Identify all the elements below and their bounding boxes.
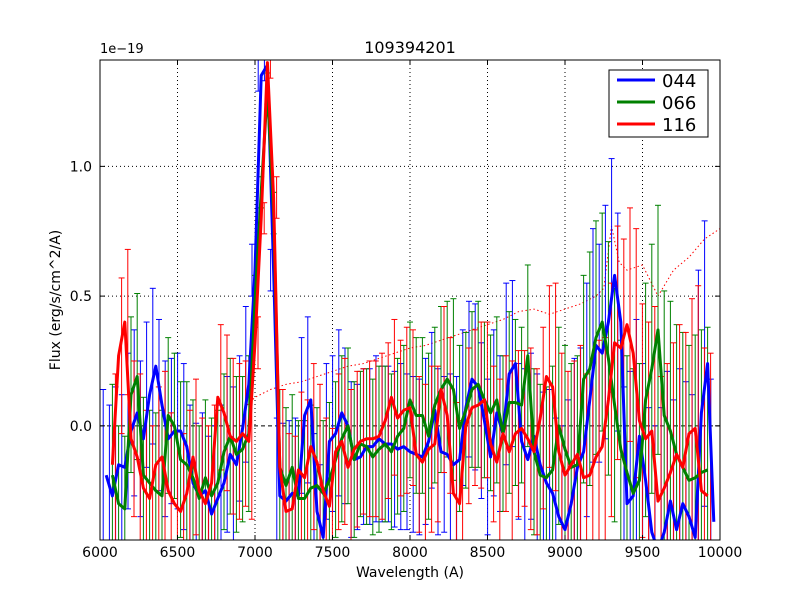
error-bar-066 <box>636 363 643 540</box>
legend: 044 066 116 <box>608 69 709 138</box>
error-bar-116 <box>428 365 435 533</box>
error-bar-116 <box>348 389 354 540</box>
x-tick-label: 7500 <box>315 545 351 561</box>
error-bar-116 <box>199 417 206 540</box>
legend-label-116: 116 <box>662 115 696 136</box>
series-line-066 <box>110 87 709 511</box>
x-tick-label: 9500 <box>625 545 661 561</box>
x-tick-label: 8000 <box>392 545 428 561</box>
error-bar-116 <box>689 298 695 540</box>
error-bar-116 <box>527 347 534 531</box>
y-axis-label: Flux (erg/s/cm^2/A) <box>48 230 64 370</box>
error-bar-116 <box>379 352 385 520</box>
error-bar-066 <box>152 412 159 540</box>
legend-label-066: 066 <box>662 93 696 114</box>
error-bar-116 <box>540 326 547 510</box>
y-tick-label: 1.0 <box>70 159 92 175</box>
series-line-116 <box>110 61 709 513</box>
error-bar-066 <box>190 399 196 540</box>
error-bar-116 <box>230 357 237 515</box>
noise-curve <box>246 225 721 406</box>
error-bar-116 <box>571 360 578 540</box>
error-bar-116 <box>385 342 392 499</box>
error-bar-066 <box>283 407 289 540</box>
error-bar-044 <box>100 389 107 540</box>
error-bar-116 <box>682 331 689 540</box>
error-bar-116 <box>676 324 683 540</box>
error-bar-116 <box>397 339 404 497</box>
error-bar-116 <box>627 207 633 442</box>
error-bar-116 <box>434 365 441 523</box>
error-bar-116 <box>193 378 199 536</box>
error-bar-066 <box>568 363 575 540</box>
y-tick-label: 0.5 <box>70 289 92 305</box>
error-bar-116 <box>242 360 249 507</box>
error-bar-116 <box>509 360 516 540</box>
x-axis-label: Wavelength (A) <box>356 565 464 581</box>
error-bar-066 <box>326 401 333 540</box>
x-tick-label: 9000 <box>547 545 583 561</box>
error-bar-066 <box>314 407 320 540</box>
error-bar-116 <box>558 352 565 540</box>
series-lines <box>104 61 716 540</box>
error-bar-116 <box>391 318 398 476</box>
error-bar-116 <box>484 321 491 479</box>
error-bar-066 <box>624 355 630 540</box>
error-bar-116 <box>441 305 447 474</box>
chart-title: 109394201 <box>364 38 456 57</box>
error-bar-066 <box>686 344 692 540</box>
legend-label-044: 044 <box>662 71 696 92</box>
x-tick-label: 8500 <box>470 545 506 561</box>
error-bar-116 <box>515 350 522 518</box>
error-bar-116 <box>465 347 472 505</box>
x-tick-label: 10000 <box>698 545 743 561</box>
error-bar-116 <box>503 355 509 512</box>
error-bar-066 <box>562 344 568 540</box>
error-bar-116 <box>496 378 503 540</box>
error-bar-066 <box>202 399 209 540</box>
x-tick-label: 7000 <box>237 545 273 561</box>
error-bar-116 <box>546 285 553 468</box>
error-bar-066 <box>115 425 122 540</box>
error-bar-116 <box>279 389 286 540</box>
y-offset-label: 1e−19 <box>100 42 144 57</box>
error-bar-116 <box>286 433 292 540</box>
error-bar-116 <box>118 277 125 435</box>
noise-curve-line <box>246 225 721 406</box>
error-bar-044 <box>106 404 113 540</box>
error-bar-066 <box>183 381 190 540</box>
x-tick-label: 6500 <box>160 545 196 561</box>
x-tick-label: 6000 <box>82 545 118 561</box>
y-tick-label: 0.0 <box>70 419 92 435</box>
error-bar-116 <box>341 357 348 525</box>
axis-ticks: 6000 6500 7000 7500 8000 8500 9000 9500 10000 0.0… <box>70 60 743 561</box>
